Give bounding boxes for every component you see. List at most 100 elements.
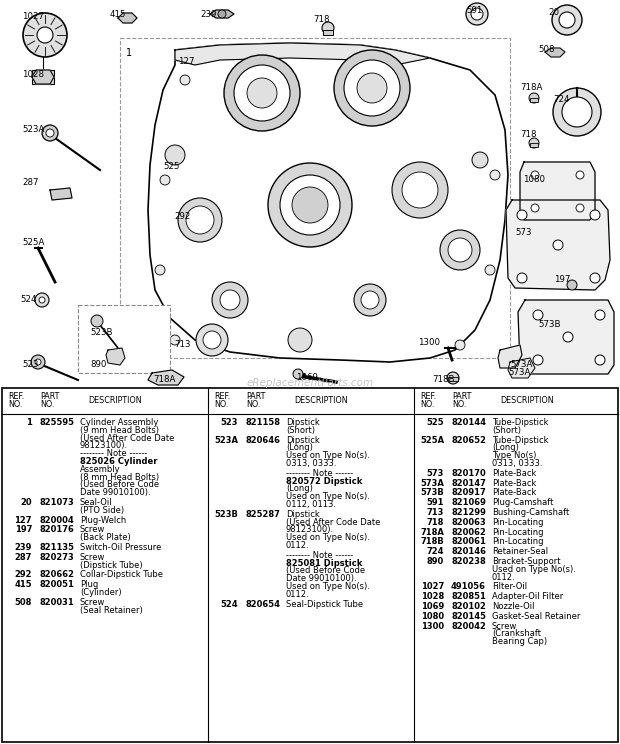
Circle shape [448,238,472,262]
Polygon shape [520,162,595,220]
Text: 718A: 718A [153,375,175,384]
Circle shape [455,340,465,350]
Text: Dipstick: Dipstick [286,510,320,519]
Circle shape [196,324,228,356]
Text: 20: 20 [548,8,559,17]
Circle shape [490,170,500,180]
Text: REF.: REF. [420,392,436,401]
Text: (Dipstick Tube): (Dipstick Tube) [80,560,143,570]
Circle shape [178,198,222,242]
Text: 713: 713 [427,508,444,517]
Text: 821135: 821135 [39,543,74,552]
Text: 415: 415 [110,10,126,19]
Text: 820851: 820851 [451,592,486,601]
Text: 821299: 821299 [451,508,486,517]
Text: Plug: Plug [80,580,98,589]
Text: DESCRIPTION: DESCRIPTION [88,396,141,405]
Circle shape [31,355,45,369]
Text: 523: 523 [221,418,238,427]
Text: 573A: 573A [510,360,533,369]
Circle shape [531,171,539,179]
Text: Switch-Oil Pressure: Switch-Oil Pressure [80,543,161,552]
Text: 127: 127 [14,516,32,525]
Circle shape [553,88,601,136]
Circle shape [590,273,600,283]
Circle shape [466,3,488,25]
Text: 1069: 1069 [296,373,318,382]
Text: 287: 287 [22,178,38,187]
Circle shape [552,5,582,35]
Circle shape [42,125,58,141]
Text: 20: 20 [20,498,32,507]
Circle shape [39,297,45,303]
Circle shape [357,73,387,103]
Text: 573A: 573A [508,368,530,377]
Text: (Used After Code Date: (Used After Code Date [80,434,174,443]
Bar [530,98,538,102]
Text: Tube-Dipstick: Tube-Dipstick [492,435,549,445]
Text: 591: 591 [427,498,444,507]
Text: PART: PART [40,392,60,401]
Circle shape [165,145,185,165]
Circle shape [447,372,459,384]
Text: Plate-Back: Plate-Back [492,469,536,478]
Circle shape [280,175,340,235]
Text: 525A: 525A [420,435,444,445]
Text: 1028: 1028 [421,592,444,601]
Circle shape [529,138,539,148]
Bar [323,30,333,35]
Text: 508: 508 [15,597,32,607]
Text: 890: 890 [427,557,444,566]
Text: 591: 591 [466,6,482,15]
Text: PART: PART [452,392,471,401]
Polygon shape [50,188,72,200]
Text: 1028: 1028 [22,70,44,79]
Text: Dipstick: Dipstick [286,418,320,427]
Text: 0112, 0113.: 0112, 0113. [286,500,336,509]
Circle shape [220,290,240,310]
Circle shape [334,50,410,126]
Circle shape [293,369,303,379]
Text: 524: 524 [20,295,37,304]
Text: NO.: NO. [420,400,435,409]
Circle shape [553,240,563,250]
Text: 820238: 820238 [451,557,486,566]
Text: Used on Type No(s).: Used on Type No(s). [286,451,370,461]
Text: Bearing Cap): Bearing Cap) [492,637,547,647]
Circle shape [567,280,577,290]
Text: 573: 573 [515,228,531,237]
Text: Plug-Camshaft: Plug-Camshaft [492,498,554,507]
Circle shape [562,97,592,127]
Circle shape [180,75,190,85]
Text: Screw: Screw [80,553,105,562]
Polygon shape [175,43,430,65]
Circle shape [268,163,352,247]
Text: 98123100).: 98123100). [286,525,334,534]
Text: 0112.: 0112. [286,541,309,550]
Bar [2,388,618,742]
Text: 825026 Cylinder: 825026 Cylinder [80,457,157,466]
Circle shape [37,27,53,43]
Text: 820042: 820042 [451,621,486,631]
Text: 1300: 1300 [418,338,440,347]
Circle shape [385,70,395,80]
Circle shape [471,8,483,20]
Text: 820572 Dipstick: 820572 Dipstick [286,477,362,486]
Text: 820170: 820170 [451,469,486,478]
Text: 820061: 820061 [451,537,486,546]
Text: -------- Note ------: -------- Note ------ [80,449,148,458]
Circle shape [218,10,226,18]
Text: Pin-Locating: Pin-Locating [492,537,544,546]
Text: 825081 Dipstick: 825081 Dipstick [286,559,362,568]
Text: 98123100).: 98123100). [80,441,128,450]
Text: 820031: 820031 [39,597,74,607]
Text: 820004: 820004 [39,516,74,525]
Polygon shape [506,200,610,290]
Circle shape [402,172,438,208]
Text: (Seal Retainer): (Seal Retainer) [80,606,143,615]
Text: 1069: 1069 [421,602,444,611]
Text: REF.: REF. [8,392,24,401]
Text: -------- Note ------: -------- Note ------ [286,469,353,478]
Polygon shape [518,300,614,374]
Text: -------- Note ------: -------- Note ------ [286,551,353,559]
